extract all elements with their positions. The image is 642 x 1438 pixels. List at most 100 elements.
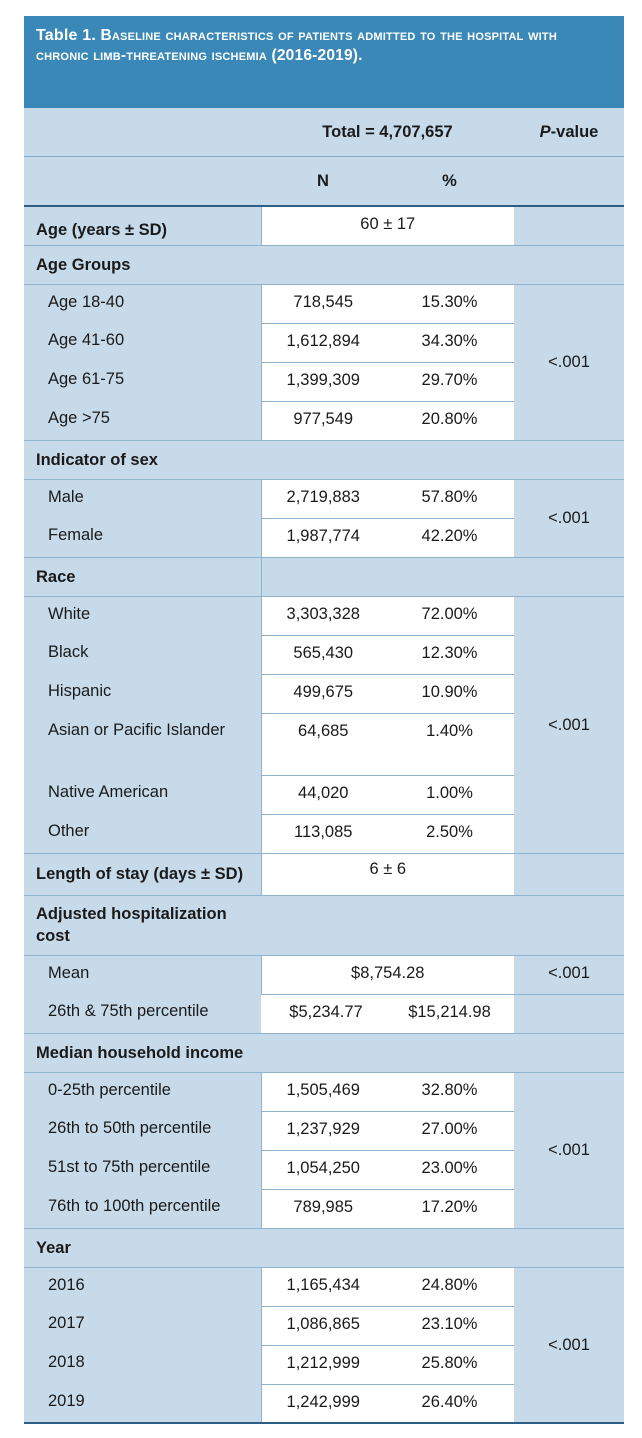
- cell-pvalue: <.001: [514, 596, 624, 853]
- section-age-groups: Age Groups: [24, 245, 624, 285]
- los-value: 6 ± 6: [260, 852, 514, 896]
- table-row: Age 41-60 1,612,894 34.30%: [24, 323, 624, 363]
- row-label: 26th to 50th percentile: [24, 1111, 261, 1150]
- cell-pvalue: <.001: [514, 1267, 624, 1424]
- row-label: Hispanic: [24, 674, 261, 713]
- cell-n: 113,085: [260, 814, 385, 854]
- cell-pct: 20.80%: [385, 401, 514, 441]
- cell-pct: 17.20%: [385, 1189, 514, 1229]
- cell-pct: 10.90%: [385, 674, 514, 714]
- table-row: Age 18-40 718,545 15.30% <.001: [24, 284, 624, 440]
- cell-n: 64,685: [260, 713, 385, 776]
- table-row: 2016 1,165,434 24.80% <.001: [24, 1267, 624, 1424]
- cell-n: 3,303,328: [260, 596, 385, 636]
- baseline-characteristics-table: Total = 4,707,657 P-value N % Age (years…: [24, 108, 624, 1424]
- cell-n: 977,549: [260, 401, 385, 441]
- table-row: 2018 1,212,999 25.80%: [24, 1345, 624, 1385]
- section-label: Year: [24, 1227, 261, 1268]
- row-label: 2017: [24, 1306, 261, 1345]
- cell-pct: 23.10%: [385, 1306, 514, 1346]
- cell-n: 499,675: [260, 674, 385, 714]
- header-n: N: [261, 156, 385, 207]
- row-label: 51st to 75th percentile: [24, 1150, 261, 1189]
- section-label: Adjusted hospitalization cost: [24, 895, 261, 956]
- cell-n: 718,545: [260, 284, 385, 324]
- section-label: Age Groups: [24, 245, 261, 285]
- cell-pct: 1.40%: [385, 713, 514, 776]
- cell-n: 2,719,883: [260, 479, 385, 519]
- table-row: 2017 1,086,865 23.10%: [24, 1306, 624, 1346]
- row-length-of-stay: Length of stay (days ± SD) 6 ± 6: [24, 852, 624, 896]
- cell-pvalue: <.001: [514, 955, 624, 995]
- cell-pvalue: <.001: [514, 1072, 624, 1228]
- section-label: Race: [24, 557, 261, 597]
- cell-n: 1,212,999: [260, 1345, 385, 1385]
- cell-n: 1,612,894: [260, 323, 385, 363]
- cell-pct: 42.20%: [385, 518, 514, 558]
- cost-p75-value: $15,214.98: [385, 994, 514, 1034]
- cell-n: 1,237,929: [260, 1111, 385, 1151]
- row-label: 2018: [24, 1345, 261, 1384]
- cell-pct: 24.80%: [385, 1267, 514, 1307]
- row-label: Age 41-60: [24, 323, 261, 362]
- cell-pct: 72.00%: [385, 596, 514, 636]
- cell-pct: 12.30%: [385, 635, 514, 675]
- table-row: 0-25th percentile 1,505,469 32.80% <.001: [24, 1072, 624, 1228]
- row-label: Age (years ± SD): [24, 206, 261, 246]
- row-label: Age 61-75: [24, 362, 261, 401]
- table-row: 26th to 50th percentile 1,237,929 27.00%: [24, 1111, 624, 1151]
- cell-pct: 25.80%: [385, 1345, 514, 1385]
- table-row: Male 2,719,883 57.80% <.001: [24, 479, 624, 558]
- section-race: Race: [24, 557, 624, 597]
- cell-n: 1,399,309: [260, 362, 385, 402]
- cell-pct: 57.80%: [385, 479, 514, 519]
- section-year: Year: [24, 1227, 624, 1268]
- row-label: Length of stay (days ± SD): [24, 852, 261, 896]
- header-row-columns: N %: [24, 156, 624, 207]
- cell-pct: 23.00%: [385, 1150, 514, 1190]
- table-row: White 3,303,328 72.00% <.001: [24, 596, 624, 853]
- header-pct: %: [385, 156, 514, 207]
- cost-mean-value: $8,754.28: [260, 955, 514, 995]
- cell-pct: 2.50%: [385, 814, 514, 854]
- cell-pvalue: <.001: [514, 284, 624, 440]
- table-row: 51st to 75th percentile 1,054,250 23.00%: [24, 1150, 624, 1190]
- cell-n: 789,985: [260, 1189, 385, 1229]
- row-label: 0-25th percentile: [24, 1072, 261, 1111]
- table-row: Age >75 977,549 20.80%: [24, 401, 624, 441]
- cost-p25-value: $5,234.77: [261, 994, 385, 1034]
- row-label: Native American: [24, 775, 261, 814]
- table-row: Age 61-75 1,399,309 29.70%: [24, 362, 624, 402]
- cell-n: 565,430: [260, 635, 385, 675]
- cell-n: 1,987,774: [260, 518, 385, 558]
- row-label: 2016: [24, 1267, 261, 1306]
- age-mean-value: 60 ± 17: [260, 206, 514, 246]
- row-label: Age >75: [24, 401, 261, 441]
- table-row: Native American 44,020 1.00%: [24, 775, 624, 815]
- cell-pct: 27.00%: [385, 1111, 514, 1151]
- row-label: 26th & 75th percentile: [24, 994, 261, 1034]
- row-label: 2019: [24, 1384, 261, 1424]
- section-label: Indicator of sex: [24, 440, 261, 480]
- table-number: Table 1.: [36, 27, 96, 44]
- row-label: Other: [24, 814, 261, 854]
- row-label: Asian or Pacific Islander: [24, 713, 261, 775]
- cell-n: 1,086,865: [260, 1306, 385, 1346]
- row-age-mean: Age (years ± SD) 60 ± 17: [24, 206, 624, 246]
- header-pvalue: P-value: [514, 108, 624, 157]
- row-label: Male: [24, 479, 261, 518]
- row-label: White: [24, 596, 261, 635]
- cell-pct: 29.70%: [385, 362, 514, 402]
- section-label: Median household income: [24, 1033, 261, 1073]
- table-row: Asian or Pacific Islander 64,685 1.40%: [24, 713, 624, 776]
- cell-n: 44,020: [260, 775, 385, 815]
- row-label: Age 18-40: [24, 284, 261, 323]
- row-label: Female: [24, 518, 261, 558]
- table-title: Table 1. Baseline characteristics of pat…: [24, 16, 624, 108]
- row-label: Mean: [24, 955, 261, 994]
- table-row: Mean $8,754.28 <.001: [24, 955, 624, 995]
- row-label: 76th to 100th percentile: [24, 1189, 261, 1229]
- table-row: 26th & 75th percentile $5,234.77 $15,214…: [24, 994, 624, 1034]
- table-row: Black 565,430 12.30%: [24, 635, 624, 675]
- section-sex: Indicator of sex: [24, 439, 624, 480]
